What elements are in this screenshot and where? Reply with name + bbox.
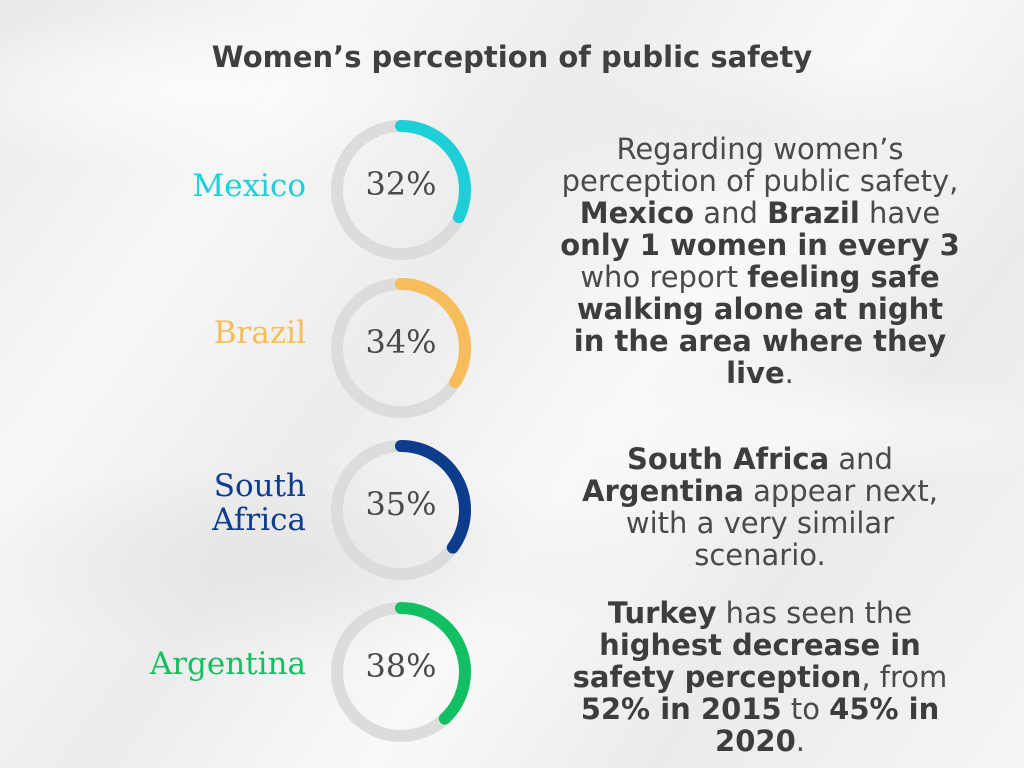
body-text: have (859, 196, 941, 230)
body-text: and (694, 196, 768, 230)
emphasis-text: South Africa (627, 442, 830, 476)
emphasis-text: Mexico (579, 196, 695, 230)
description-paragraph: Regarding women’s perception of public s… (560, 133, 960, 389)
percent-label: 34% (365, 323, 437, 361)
body-text: , from (861, 660, 948, 694)
page-title: Women’s perception of public safety (211, 40, 813, 74)
emphasis-text: 52% in 2015 (580, 692, 782, 726)
donut-row-argentina: Argentina 38% (0, 595, 520, 745)
body-text: and (829, 442, 893, 476)
donut-chart (331, 120, 471, 260)
body-text: . (795, 724, 805, 758)
body-text: who report (580, 260, 748, 294)
percent-label: 35% (365, 485, 437, 523)
donut-arc-mexico (395, 120, 471, 224)
description-paragraph: Turkey has seen the highest decrease in … (560, 597, 960, 757)
donut-row-mexico: Mexico 32% (0, 113, 520, 263)
donut-row-brazil: Brazil 34% (0, 271, 520, 421)
donut-chart (331, 278, 471, 418)
emphasis-text: Argentina (582, 474, 744, 508)
donut-arc-brazil (395, 278, 471, 389)
donut-row-south-africa: South Africa 35% (0, 433, 520, 583)
body-text: . (784, 356, 794, 390)
donut-arc-argentina (395, 602, 471, 725)
emphasis-text: only 1 women in every 3 (560, 228, 960, 262)
donut-chart (331, 602, 471, 742)
country-label: South Africa (212, 468, 306, 538)
body-text: has seen the (716, 596, 913, 630)
body-text: Regarding women’s perception of public s… (561, 132, 959, 198)
percent-label: 32% (365, 165, 437, 203)
donut-arc-south-africa (395, 440, 471, 554)
country-label: Mexico (192, 168, 306, 204)
country-label: Argentina (149, 646, 306, 682)
country-label: Brazil (213, 315, 306, 351)
emphasis-text: Turkey (607, 596, 717, 630)
body-text: to (781, 692, 830, 726)
donut-chart (331, 440, 471, 580)
percent-label: 38% (365, 647, 437, 685)
body-text: appear next, with a very similar scenari… (625, 474, 938, 572)
emphasis-text: 45% in 2020 (715, 692, 940, 758)
description-paragraph: South Africa and Argentina appear next, … (560, 443, 960, 571)
emphasis-text: highest decrease in safety perception (572, 628, 921, 694)
emphasis-text: Brazil (767, 196, 860, 230)
emphasis-text: feeling safe walking alone at night in t… (573, 260, 947, 390)
